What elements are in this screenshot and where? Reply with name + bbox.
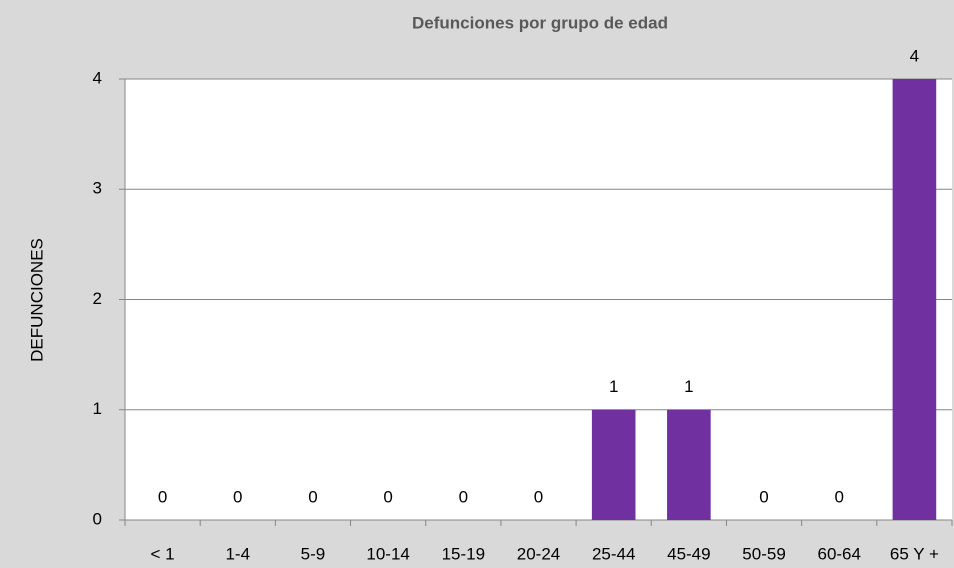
x-tick-label: 45-49: [667, 544, 710, 563]
x-tick-label: 60-64: [817, 544, 860, 563]
y-tick-label: 4: [93, 68, 102, 87]
data-label: 1: [609, 377, 618, 396]
data-label: 0: [459, 487, 468, 506]
bar: [892, 79, 937, 520]
chart-title: Defunciones por grupo de edad: [412, 13, 668, 32]
x-tick-label: < 1: [151, 544, 175, 563]
data-label: 0: [534, 487, 543, 506]
y-axis-label: DEFUNCIONES: [27, 238, 46, 362]
x-tick-label: 25-44: [592, 544, 635, 563]
data-label: 0: [158, 487, 167, 506]
y-tick-label: 2: [93, 289, 102, 308]
x-tick-label: 15-19: [442, 544, 485, 563]
bar: [591, 409, 636, 520]
data-label: 1: [684, 377, 693, 396]
x-tick-label: 10-14: [366, 544, 409, 563]
x-tick-label: 65 Y +: [890, 544, 939, 563]
y-tick-label: 0: [93, 509, 102, 528]
x-tick-label: 20-24: [517, 544, 560, 563]
data-label: 0: [383, 487, 392, 506]
data-label: 0: [834, 487, 843, 506]
x-tick-label: 5-9: [301, 544, 326, 563]
data-label: 0: [759, 487, 768, 506]
data-label: 0: [308, 487, 317, 506]
bar: [667, 409, 711, 520]
data-label: 4: [910, 46, 919, 65]
y-tick-label: 3: [93, 179, 102, 198]
x-tick-label: 1-4: [225, 544, 250, 563]
y-tick-label: 1: [93, 399, 102, 418]
data-label: 0: [233, 487, 242, 506]
x-tick-label: 50-59: [742, 544, 785, 563]
